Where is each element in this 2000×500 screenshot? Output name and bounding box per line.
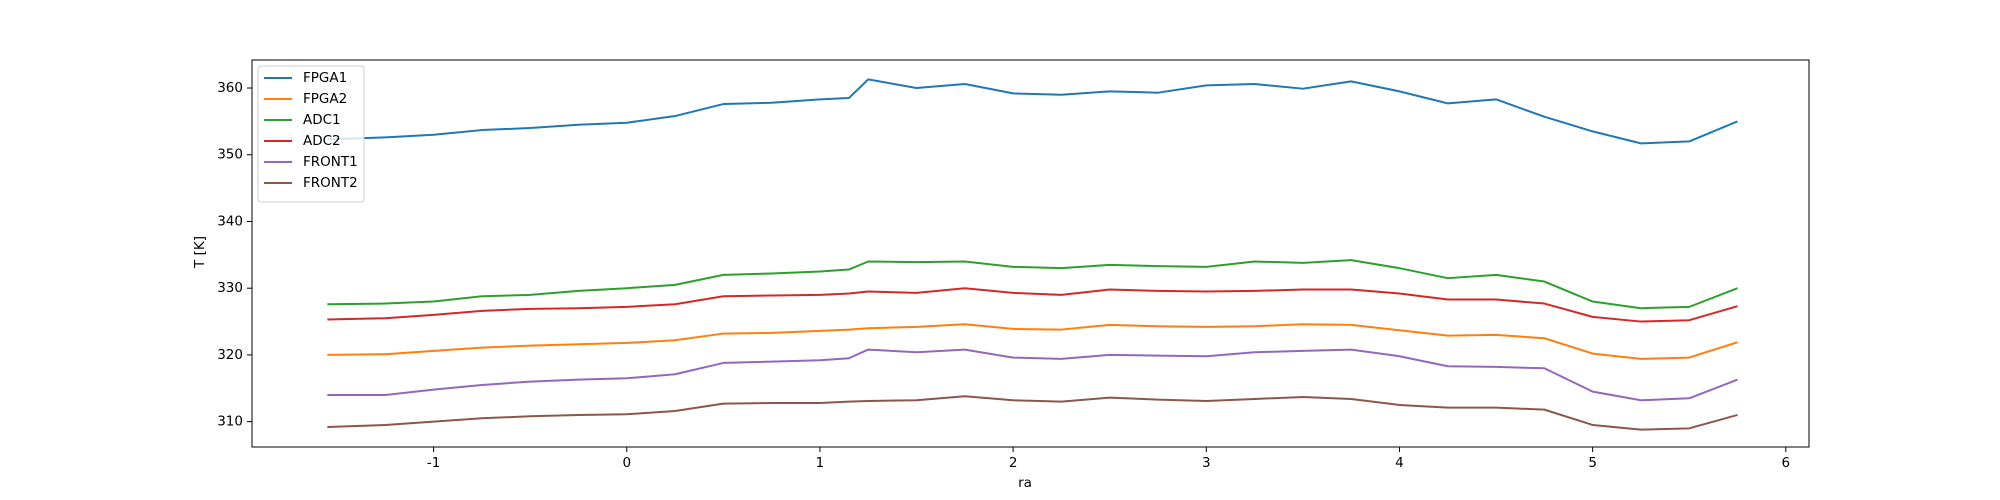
y-tick-label: 350 [217,147,243,163]
series-line [327,78,1738,145]
legend-label: FPGA1 [303,70,347,86]
plot-frame [251,59,1810,448]
y-tick-label: 360 [217,80,243,96]
series-line [327,287,1738,323]
series-line [327,259,1738,310]
x-tick-label: 6 [1782,455,1791,471]
legend-label: FRONT1 [303,154,358,170]
x-axis-label: ra [1018,475,1032,491]
legend-label: FRONT2 [303,175,358,191]
x-tick-label: 5 [1588,455,1597,471]
series-line [327,395,1738,431]
legend-label: ADC1 [303,112,341,128]
legend-label: FPGA2 [303,91,347,107]
x-tick-label: 4 [1395,455,1404,471]
y-tick-label: 330 [217,280,243,296]
x-tick-label: 0 [622,455,631,471]
x-tick-label: 2 [1009,455,1018,471]
x-tick-label: -1 [427,455,440,471]
x-tick-label: 1 [816,455,825,471]
x-tick-label: 3 [1202,455,1211,471]
series-line [327,323,1738,360]
series-line [327,348,1738,402]
y-tick-label: 310 [217,414,243,430]
y-tick-label: 340 [217,213,243,229]
y-axis-label: T [K] [192,236,208,269]
y-tick-label: 320 [217,347,243,363]
legend-label: ADC2 [303,133,341,149]
